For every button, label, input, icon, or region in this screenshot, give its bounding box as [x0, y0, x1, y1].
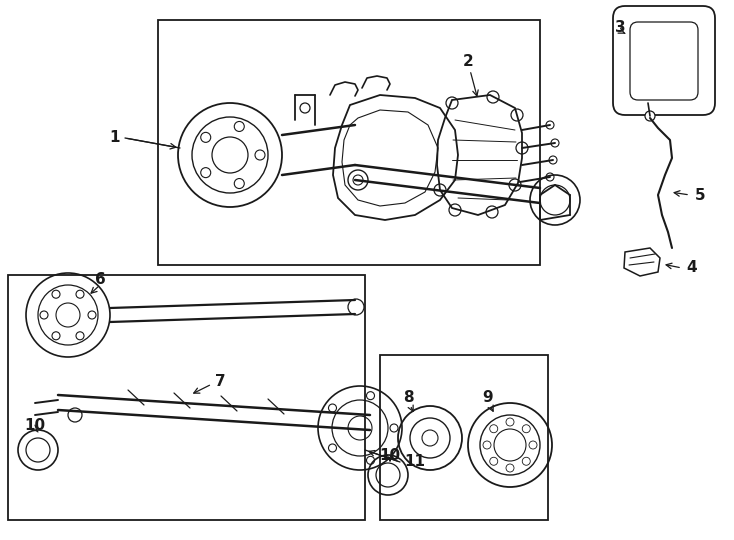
Circle shape: [549, 156, 557, 164]
Circle shape: [483, 441, 491, 449]
Text: 4: 4: [687, 260, 697, 275]
Polygon shape: [624, 248, 660, 276]
Circle shape: [68, 408, 82, 422]
Circle shape: [546, 173, 554, 181]
Circle shape: [529, 441, 537, 449]
Text: 2: 2: [462, 55, 473, 70]
Text: 9: 9: [483, 390, 493, 406]
Text: 1: 1: [110, 131, 120, 145]
Text: 6: 6: [95, 273, 106, 287]
Text: 11: 11: [404, 455, 426, 469]
Circle shape: [506, 418, 514, 426]
Circle shape: [551, 139, 559, 147]
Circle shape: [645, 111, 655, 121]
Circle shape: [506, 464, 514, 472]
Text: 5: 5: [694, 187, 705, 202]
Circle shape: [523, 457, 530, 465]
Circle shape: [546, 121, 554, 129]
Text: 3: 3: [614, 21, 625, 36]
Text: 10: 10: [379, 448, 401, 462]
Circle shape: [490, 457, 498, 465]
Circle shape: [348, 299, 364, 315]
Text: 10: 10: [24, 417, 46, 433]
Circle shape: [523, 425, 530, 433]
Text: 7: 7: [214, 375, 225, 389]
Text: 8: 8: [403, 390, 413, 406]
Circle shape: [490, 425, 498, 433]
